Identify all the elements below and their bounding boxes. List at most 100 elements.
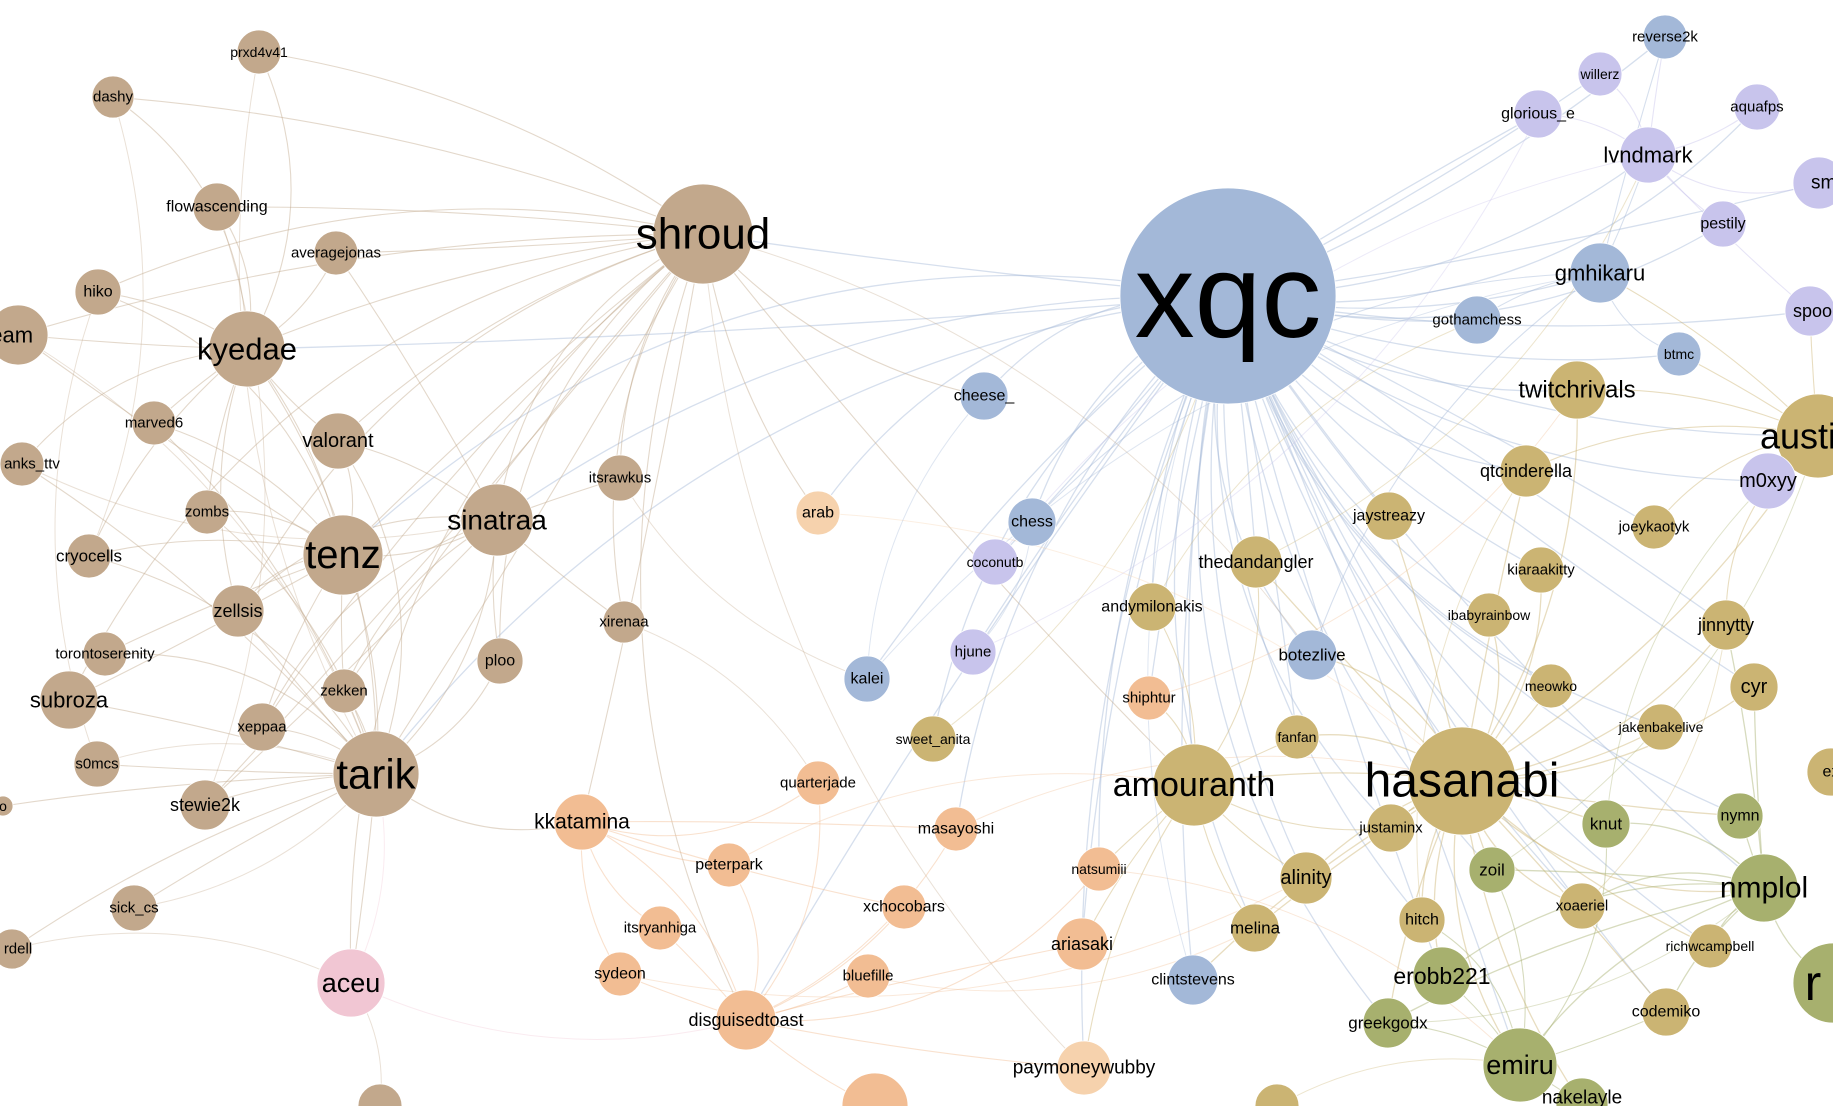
node-circle-bluefille[interactable]: [845, 953, 891, 999]
node-circle-sick_cs[interactable]: [110, 884, 158, 932]
node-circle-coconutb[interactable]: [971, 538, 1019, 586]
node-circle-s0mcs[interactable]: [73, 740, 121, 788]
node-circle-flowascending[interactable]: [192, 182, 242, 232]
node-circle-xeppaa[interactable]: [237, 702, 287, 752]
node-circle-jinnytty[interactable]: [1700, 599, 1752, 651]
node-circle-natsumiii[interactable]: [1076, 846, 1122, 892]
node-circle-joeykaotyk[interactable]: [1631, 504, 1677, 550]
node-circle-itsrawkus[interactable]: [596, 454, 644, 502]
node-circle-richwcampbell[interactable]: [1687, 923, 1733, 969]
node-circle-btmc[interactable]: [1656, 331, 1702, 377]
node-circle-o_frag[interactable]: [0, 795, 14, 817]
node-circle-subroza[interactable]: [39, 670, 99, 730]
node-circle-reverse2k[interactable]: [1642, 14, 1688, 60]
node-circle-rdell[interactable]: [0, 928, 33, 970]
node-circle-kiaraakitty[interactable]: [1517, 546, 1565, 594]
node-circle-andymilonakis[interactable]: [1127, 582, 1177, 632]
node-circle-xirenaa[interactable]: [602, 600, 646, 644]
node-circle-knut[interactable]: [1581, 799, 1631, 849]
node-circle-lvndmark[interactable]: [1619, 126, 1677, 184]
node-circle-r_frag[interactable]: [1792, 942, 1833, 1024]
node-circle-prxd4v41[interactable]: [236, 29, 282, 75]
node-circle-marved6[interactable]: [131, 400, 177, 446]
node-circle-thedandangler[interactable]: [1229, 535, 1283, 589]
node-circle-itsryanhiga[interactable]: [637, 905, 683, 951]
node-circle-chess[interactable]: [1007, 497, 1057, 547]
node-circle-justaminx[interactable]: [1366, 803, 1416, 853]
node-circle-alinity[interactable]: [1279, 851, 1333, 905]
node-circle-erobb221[interactable]: [1412, 946, 1472, 1006]
node-circle-valorant[interactable]: [309, 412, 367, 470]
node-circle-paymoneywubby[interactable]: [1056, 1040, 1112, 1096]
node-circle-arab[interactable]: [795, 490, 841, 536]
node-circle-austin[interactable]: [1775, 393, 1833, 479]
node-circle-kyedae[interactable]: [208, 310, 286, 388]
node-circle-kalei[interactable]: [843, 655, 891, 703]
node-circle-willerz[interactable]: [1577, 51, 1623, 97]
node-circle-codemiko[interactable]: [1641, 987, 1691, 1037]
node-circle-ex_frag[interactable]: [1806, 747, 1833, 797]
node-circle-ream[interactable]: [0, 304, 49, 366]
node-circle-smo[interactable]: [1792, 156, 1833, 210]
node-circle-gmhikaru[interactable]: [1569, 242, 1631, 304]
node-circle-averagejonas[interactable]: [313, 230, 359, 276]
node-circle-sydeon[interactable]: [597, 951, 643, 997]
node-circle-disguisedtoast[interactable]: [715, 989, 777, 1051]
node-circle-xqc[interactable]: [1119, 187, 1337, 405]
node-circle-anks_ttv[interactable]: [0, 441, 45, 487]
node-circle-aceu[interactable]: [316, 948, 386, 1018]
node-circle-kkatamina[interactable]: [553, 793, 611, 851]
node-circle-shroud[interactable]: [652, 183, 754, 285]
node-circle-zoil[interactable]: [1468, 846, 1516, 894]
node-circle-aquafps[interactable]: [1733, 83, 1781, 131]
node-circle-twitchrivals[interactable]: [1547, 360, 1607, 420]
node-circle-quarterjade[interactable]: [795, 760, 841, 806]
node-circle-qtcinderella[interactable]: [1499, 444, 1553, 498]
node-circle-ploo[interactable]: [476, 637, 524, 685]
node-circle-nymn[interactable]: [1716, 792, 1764, 840]
node-circle-sweet_anita[interactable]: [909, 715, 957, 763]
node-circle-emiru[interactable]: [1482, 1027, 1558, 1103]
node-circle-peterpark[interactable]: [706, 842, 752, 888]
node-circle-meowko[interactable]: [1528, 663, 1574, 709]
node-circle-pestily[interactable]: [1699, 200, 1747, 248]
node-circle-gothamchess[interactable]: [1452, 295, 1502, 345]
node-circle-zekken[interactable]: [321, 668, 367, 714]
node-circle-dashy[interactable]: [91, 75, 135, 119]
node-circle-tarik[interactable]: [332, 730, 420, 818]
node-circle-bottom_gold[interactable]: [1254, 1083, 1300, 1106]
node-circle-sinatraa[interactable]: [460, 483, 534, 557]
node-circle-shiphtur[interactable]: [1126, 675, 1172, 721]
node-circle-fanfan[interactable]: [1274, 714, 1320, 760]
node-circle-m0xyy[interactable]: [1739, 452, 1797, 510]
node-circle-cyr[interactable]: [1729, 662, 1779, 712]
node-circle-xchocobars[interactable]: [881, 884, 927, 930]
node-circle-melina[interactable]: [1230, 903, 1280, 953]
node-circle-tenz[interactable]: [302, 514, 384, 596]
node-circle-hiko[interactable]: [74, 268, 122, 316]
node-circle-bottom_orange[interactable]: [841, 1072, 909, 1106]
node-circle-hitch[interactable]: [1398, 896, 1446, 944]
node-circle-ariasaki[interactable]: [1055, 917, 1109, 971]
node-circle-jaystreazy[interactable]: [1364, 491, 1414, 541]
node-circle-hasanabi[interactable]: [1407, 726, 1517, 836]
node-circle-cheese_[interactable]: [959, 371, 1009, 421]
node-circle-zombs[interactable]: [184, 489, 230, 535]
node-circle-bottom_brown[interactable]: [357, 1083, 403, 1106]
node-circle-clintstevens[interactable]: [1167, 954, 1219, 1006]
node-circle-glorious_e[interactable]: [1513, 89, 1563, 139]
node-circle-hjune[interactable]: [949, 628, 997, 676]
node-circle-masayoshi[interactable]: [933, 806, 979, 852]
node-circle-nmplol[interactable]: [1729, 853, 1799, 923]
node-circle-jakenbakelive[interactable]: [1637, 703, 1685, 751]
node-circle-ibabyrainbow[interactable]: [1466, 592, 1512, 638]
node-circle-botezlive[interactable]: [1286, 629, 1338, 681]
node-circle-cryocells[interactable]: [66, 533, 112, 579]
node-circle-spoonk[interactable]: [1784, 285, 1833, 337]
node-circle-amouranth[interactable]: [1152, 743, 1236, 827]
node-circle-greekgodx[interactable]: [1362, 997, 1414, 1049]
node-circle-xoaeriel[interactable]: [1558, 882, 1606, 930]
node-circle-zellsis[interactable]: [211, 584, 265, 638]
node-circle-torontoserenity[interactable]: [82, 631, 128, 677]
node-circle-nakelayle[interactable]: [1555, 1077, 1609, 1106]
